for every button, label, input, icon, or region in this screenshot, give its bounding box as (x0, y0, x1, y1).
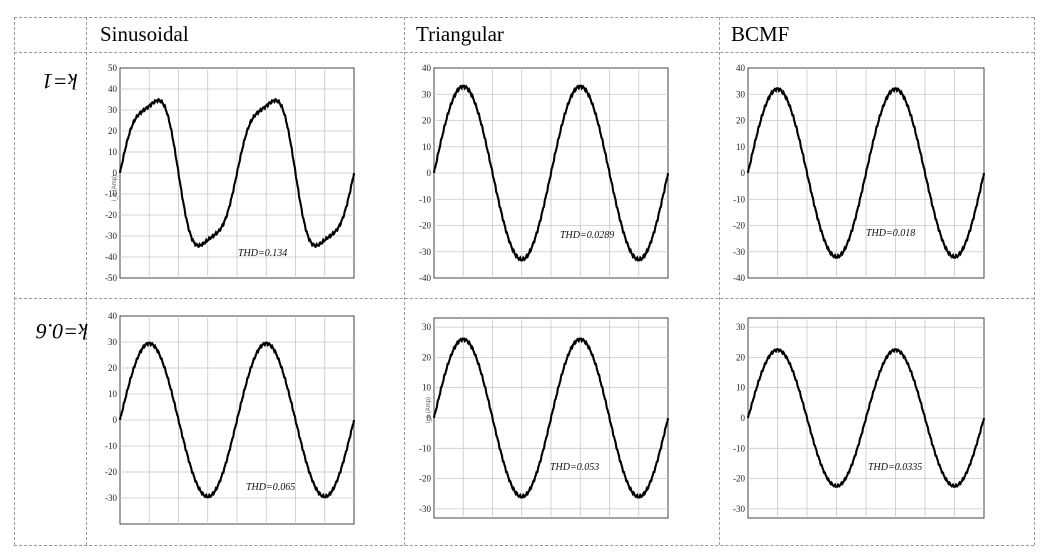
plot-svg: 30 20 10 0 -10 -20 -30 i_a (Amp) THD=0.053 (419, 317, 670, 519)
plot-k1-sinusoidal: 50 40 30 20 10 0 -10 -20 -30 -40 -50 i_a (Amp) THD=0… (98, 62, 360, 288)
current-waveform-line (746, 87, 986, 259)
y-tick-label: -30 (105, 493, 117, 503)
thd-annotation: THD=0.065 (246, 482, 295, 493)
plot-svg: 40 30 20 10 0 -10 -20 -30 -40 THD=0.018 (733, 63, 986, 283)
thd-annotation: THD=0.018 (866, 228, 915, 239)
y-tick-label: 10 (422, 383, 432, 393)
plot-svg: 50 40 30 20 10 0 -10 -20 -30 -40 -50 i_a (Amp) THD=0… (105, 63, 356, 283)
y-axis-label: i_a (Amp) (426, 397, 432, 423)
y-tick-label: 40 (736, 63, 746, 73)
y-tick-label: 20 (422, 352, 432, 362)
plot-k06-sinusoidal: 40 30 20 10 0 -10 -20 -30 THD=0.065 (98, 310, 360, 534)
y-tick-label: 30 (736, 322, 746, 332)
plot-svg: 30 20 10 0 -10 -20 -30 THD=0.0335 (733, 317, 986, 519)
y-tick-label: 20 (736, 116, 746, 126)
y-tick-label: 30 (736, 89, 746, 99)
plot-k1-triangular: 40 30 20 10 0 -10 -20 -30 -40 THD=0.0289 (412, 62, 674, 288)
y-tick-label: 0 (427, 168, 432, 178)
table-col-divider-3 (719, 17, 720, 545)
table-left-border (14, 17, 15, 545)
y-tick-label: -40 (733, 273, 745, 283)
column-header-bcmf: BCMF (731, 22, 790, 46)
row-label-k1: k=1 (42, 69, 78, 94)
y-tick-label: 30 (108, 105, 118, 115)
y-tick-label: 30 (108, 337, 118, 347)
table-bottom-border (14, 545, 1034, 546)
y-tick-label: -20 (733, 474, 745, 484)
current-waveform-line (118, 98, 356, 248)
y-tick-label: -30 (419, 247, 431, 257)
y-tick-label: -10 (419, 194, 431, 204)
table-right-border (1034, 17, 1035, 545)
y-tick-label: 10 (736, 142, 746, 152)
thd-annotation: THD=0.134 (238, 248, 287, 259)
y-tick-label: -30 (419, 504, 431, 514)
y-tick-label: 20 (736, 352, 746, 362)
y-tick-label: 40 (108, 84, 118, 94)
thd-annotation: THD=0.0335 (868, 462, 922, 473)
y-tick-label: -50 (105, 273, 117, 283)
y-tick-label: -10 (105, 441, 117, 451)
current-waveform-line (118, 341, 356, 499)
y-tick-label: -20 (733, 221, 745, 231)
y-tick-label: -30 (733, 247, 745, 257)
y-tick-label: 10 (422, 142, 432, 152)
y-tick-label: 0 (741, 413, 746, 423)
table-col-divider-1 (86, 17, 87, 545)
column-header-triangular: Triangular (416, 22, 504, 46)
table-header-border (14, 52, 1034, 53)
y-tick-label: 40 (422, 63, 432, 73)
y-tick-label: 50 (108, 63, 118, 73)
y-tick-label: -20 (105, 467, 117, 477)
y-tick-label: 0 (113, 415, 118, 425)
y-tick-label: 20 (108, 126, 118, 136)
y-tick-label: -30 (105, 231, 117, 241)
y-tick-label: 40 (108, 311, 118, 321)
y-tick-label: 10 (108, 147, 118, 157)
column-header-sinusoidal: Sinusoidal (100, 22, 189, 46)
y-tick-label: 20 (422, 116, 432, 126)
y-tick-label: 0 (113, 168, 118, 178)
thd-annotation: THD=0.0289 (560, 230, 614, 241)
current-waveform-line (432, 84, 670, 262)
thd-annotation: THD=0.053 (550, 462, 599, 473)
y-tick-label: 30 (422, 322, 432, 332)
y-tick-label: -40 (105, 252, 117, 262)
y-tick-label: 10 (108, 389, 118, 399)
y-tick-label: 30 (422, 89, 432, 99)
y-tick-label: -10 (419, 443, 431, 453)
plot-svg: 40 30 20 10 0 -10 -20 -30 -40 THD=0.0289 (419, 63, 670, 283)
table-row-border (14, 298, 1034, 299)
plot-k06-triangular: 30 20 10 0 -10 -20 -30 i_a (Amp) THD=0.053 (412, 310, 674, 534)
plot-svg: 40 30 20 10 0 -10 -20 -30 THD=0.065 (105, 311, 356, 525)
table-top-border (14, 17, 1034, 18)
y-tick-label: -10 (733, 443, 745, 453)
plot-k06-bcmf: 30 20 10 0 -10 -20 -30 THD=0.0335 (726, 310, 990, 534)
y-tick-label: 10 (736, 383, 746, 393)
y-tick-label: -20 (105, 210, 117, 220)
y-tick-label: 0 (741, 168, 746, 178)
y-tick-label: 20 (108, 363, 118, 373)
y-tick-label: -20 (419, 474, 431, 484)
y-axis-label: i_a (Amp) (112, 175, 118, 201)
plot-k1-bcmf: 40 30 20 10 0 -10 -20 -30 -40 THD=0.018 (726, 62, 990, 288)
y-tick-label: -20 (419, 221, 431, 231)
y-tick-label: -10 (733, 194, 745, 204)
row-label-k06: k=0.6 (36, 319, 89, 344)
table-col-divider-2 (404, 17, 405, 545)
current-waveform-line (432, 337, 670, 499)
current-waveform-line (746, 348, 986, 488)
y-tick-label: -40 (419, 273, 431, 283)
y-tick-label: -30 (733, 504, 745, 514)
y-tick-label: 0 (427, 413, 432, 423)
y-tick-label: -10 (105, 189, 117, 199)
